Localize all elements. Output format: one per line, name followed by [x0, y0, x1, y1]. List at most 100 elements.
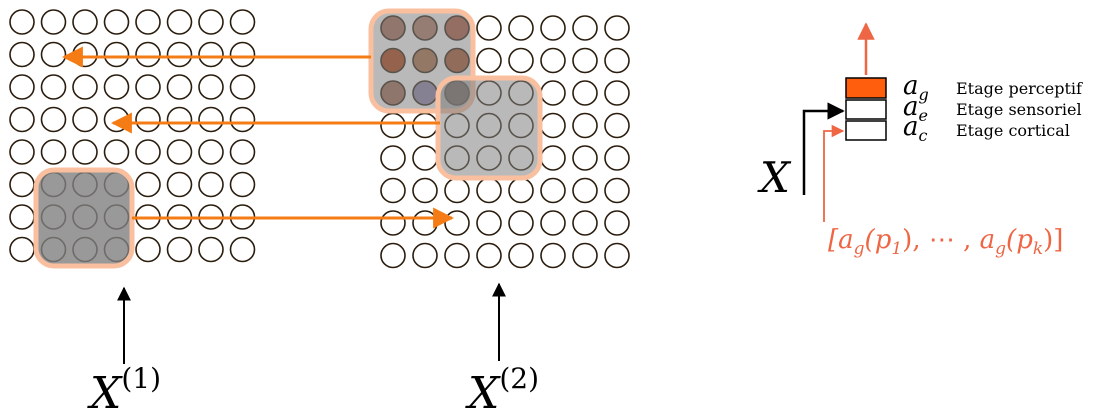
layer-symbol-perceptual: ag — [903, 71, 929, 104]
neuron-unit — [540, 15, 566, 41]
neuron-unit — [135, 41, 161, 68]
neuron-unit — [508, 47, 534, 74]
layer-box-sensory — [845, 99, 887, 120]
neuron-unit — [444, 210, 470, 236]
neuron-unit — [40, 139, 67, 165]
neuron-unit — [604, 112, 630, 139]
neuron-unit — [412, 145, 438, 171]
neuron-unit — [540, 145, 566, 171]
neuron-unit — [229, 171, 256, 198]
neuron-unit — [103, 106, 130, 133]
neuron-unit — [166, 74, 193, 100]
neuron-unit — [229, 106, 256, 133]
neuron-unit — [40, 41, 67, 68]
neuron-unit — [604, 15, 630, 41]
neuron-unit — [72, 41, 98, 68]
neuron-unit — [9, 204, 35, 230]
neuron-unit — [9, 139, 35, 165]
neuron-unit — [604, 210, 630, 236]
neuron-unit — [135, 236, 161, 263]
neuron-unit — [604, 242, 630, 269]
feedback-label: [ag(p1), ⋯ , ag(pk)] — [828, 225, 1063, 259]
layer-symbol-cortical: ac — [903, 112, 928, 145]
neuron-unit — [135, 106, 161, 133]
receptive-field-grid1 — [33, 167, 135, 269]
neuron-unit — [540, 177, 566, 204]
neuron-unit — [9, 106, 35, 133]
neuron-unit — [508, 242, 534, 269]
neuron-unit — [135, 9, 161, 35]
neuron-unit — [572, 145, 598, 171]
neuron-unit — [412, 177, 438, 204]
neuron-unit — [604, 145, 630, 171]
neuron-unit — [198, 171, 224, 198]
neuron-unit — [103, 139, 130, 165]
neuron-unit — [135, 139, 161, 165]
neuron-unit — [229, 41, 256, 68]
neuron-unit — [380, 112, 406, 139]
layer-label-sensory: Etage sensoriel — [956, 100, 1082, 119]
input-label-1: X(1) — [87, 362, 161, 415]
neuron-unit — [9, 41, 35, 68]
layer-legend: ag ae ac Etage perceptif Etage sensoriel… — [757, 22, 1083, 259]
neuron-unit — [380, 145, 406, 171]
neuron-unit — [166, 9, 193, 35]
input-label-2: X(2) — [465, 362, 539, 415]
neuron-unit — [540, 112, 566, 139]
neuron-unit — [444, 242, 470, 269]
neuron-unit — [412, 112, 438, 139]
neuron-unit — [9, 236, 35, 263]
neuron-unit — [476, 242, 502, 269]
neuron-unit — [135, 74, 161, 100]
neuron-unit — [380, 210, 406, 236]
neuron-unit — [229, 139, 256, 165]
neuron-unit — [72, 9, 98, 35]
neuron-unit — [380, 242, 406, 269]
neuron-unit — [572, 80, 598, 106]
feedback-path — [823, 124, 845, 222]
layer-label-perceptual: Etage perceptif — [956, 79, 1083, 98]
neuron-unit — [476, 177, 502, 204]
neuron-unit — [72, 106, 98, 133]
neuron-unit — [572, 15, 598, 41]
neuron-unit — [508, 210, 534, 236]
neuron-unit — [103, 9, 130, 35]
neuron-unit — [9, 171, 35, 198]
neuron-unit — [540, 210, 566, 236]
neuron-unit — [198, 139, 224, 165]
neuron-unit — [103, 74, 130, 100]
neuron-unit — [9, 74, 35, 100]
neuron-unit — [604, 47, 630, 74]
neuron-unit — [103, 41, 130, 68]
neuron-unit — [572, 242, 598, 269]
neuron-unit — [572, 47, 598, 74]
neuron-unit — [198, 74, 224, 100]
neuron-unit — [229, 74, 256, 100]
neuron-unit — [572, 177, 598, 204]
neuron-unit — [572, 112, 598, 139]
neuron-unit — [508, 177, 534, 204]
neuron-unit — [40, 74, 67, 100]
neuron-unit — [40, 106, 67, 133]
neuron-unit — [135, 171, 161, 198]
neuron-unit — [540, 47, 566, 74]
neuron-unit — [444, 177, 470, 204]
neuron-unit — [229, 9, 256, 35]
neuron-unit — [508, 15, 534, 41]
layer-box-cortical — [845, 120, 887, 141]
neuron-unit — [9, 9, 35, 35]
neuron-unit — [604, 80, 630, 106]
neuron-unit — [572, 210, 598, 236]
neuron-unit — [166, 171, 193, 198]
neuron-unit — [412, 210, 438, 236]
neuron-unit — [412, 242, 438, 269]
neuron-unit — [198, 41, 224, 68]
layer-box-perceptual — [845, 77, 887, 99]
layer-label-cortical: Etage cortical — [956, 121, 1070, 140]
neuron-unit — [198, 236, 224, 263]
neuron-unit — [72, 139, 98, 165]
receptive-field-middle — [435, 75, 543, 181]
input-path — [802, 102, 845, 195]
neuron-unit — [40, 9, 67, 35]
neuron-unit — [229, 236, 256, 263]
